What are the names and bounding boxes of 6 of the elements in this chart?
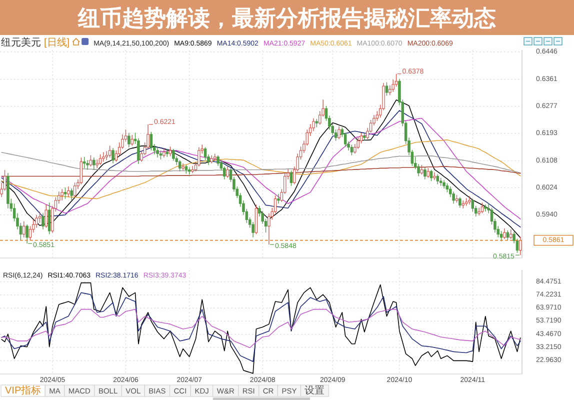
header-note: [日线] [44, 38, 70, 48]
title: 纽币趋势解读，最新分析报告揭秘汇率动态 [0, 0, 574, 35]
tab: VIP指标 [0, 384, 46, 397]
tab: 设置 [300, 384, 330, 397]
chart-title: 纽币趋势解读，最新分析报告揭秘汇率动态 [77, 5, 496, 30]
header-note: 纽元美元 [1, 38, 41, 48]
